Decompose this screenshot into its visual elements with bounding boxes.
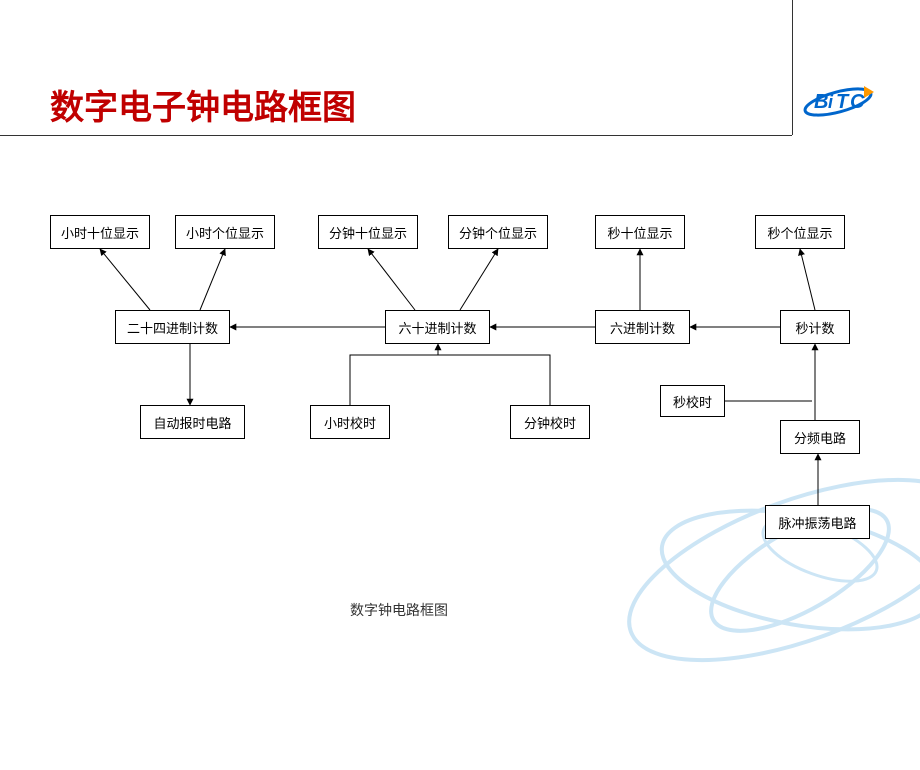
svg-text:B: B bbox=[814, 91, 828, 113]
node-sadj: 秒校时 bbox=[660, 385, 725, 417]
title-underline bbox=[0, 135, 792, 136]
node-osc: 脉冲振荡电路 bbox=[765, 505, 870, 539]
node-m1: 分钟个位显示 bbox=[448, 215, 548, 249]
node-s1: 秒个位显示 bbox=[755, 215, 845, 249]
logo: B i T C bbox=[800, 80, 890, 120]
svg-text:T: T bbox=[836, 91, 850, 113]
diagram-caption: 数字钟电路框图 bbox=[350, 600, 448, 620]
node-cnt24: 二十四进制计数 bbox=[115, 310, 230, 344]
node-hadj: 小时校时 bbox=[310, 405, 390, 439]
node-s10: 秒十位显示 bbox=[595, 215, 685, 249]
node-h10: 小时十位显示 bbox=[50, 215, 150, 249]
node-scnt: 秒计数 bbox=[780, 310, 850, 344]
node-m10: 分钟十位显示 bbox=[318, 215, 418, 249]
node-madj: 分钟校时 bbox=[510, 405, 590, 439]
page-title: 数字电子钟电路框图 bbox=[50, 80, 870, 129]
node-alarm: 自动报时电路 bbox=[140, 405, 245, 439]
svg-text:C: C bbox=[850, 91, 865, 113]
node-cnt60a: 六十进制计数 bbox=[385, 310, 490, 344]
node-cnt60b: 六进制计数 bbox=[595, 310, 690, 344]
svg-text:i: i bbox=[828, 92, 834, 112]
diagram-canvas: 小时十位显示小时个位显示 分钟十位显示分钟个位显示 秒十位显示 秒个位显示二十四进制计… bbox=[40, 205, 890, 625]
title-area: 数字电子钟电路框图 bbox=[50, 80, 870, 129]
node-fdiv: 分频电路 bbox=[780, 420, 860, 454]
node-h1: 小时个位显示 bbox=[175, 215, 275, 249]
